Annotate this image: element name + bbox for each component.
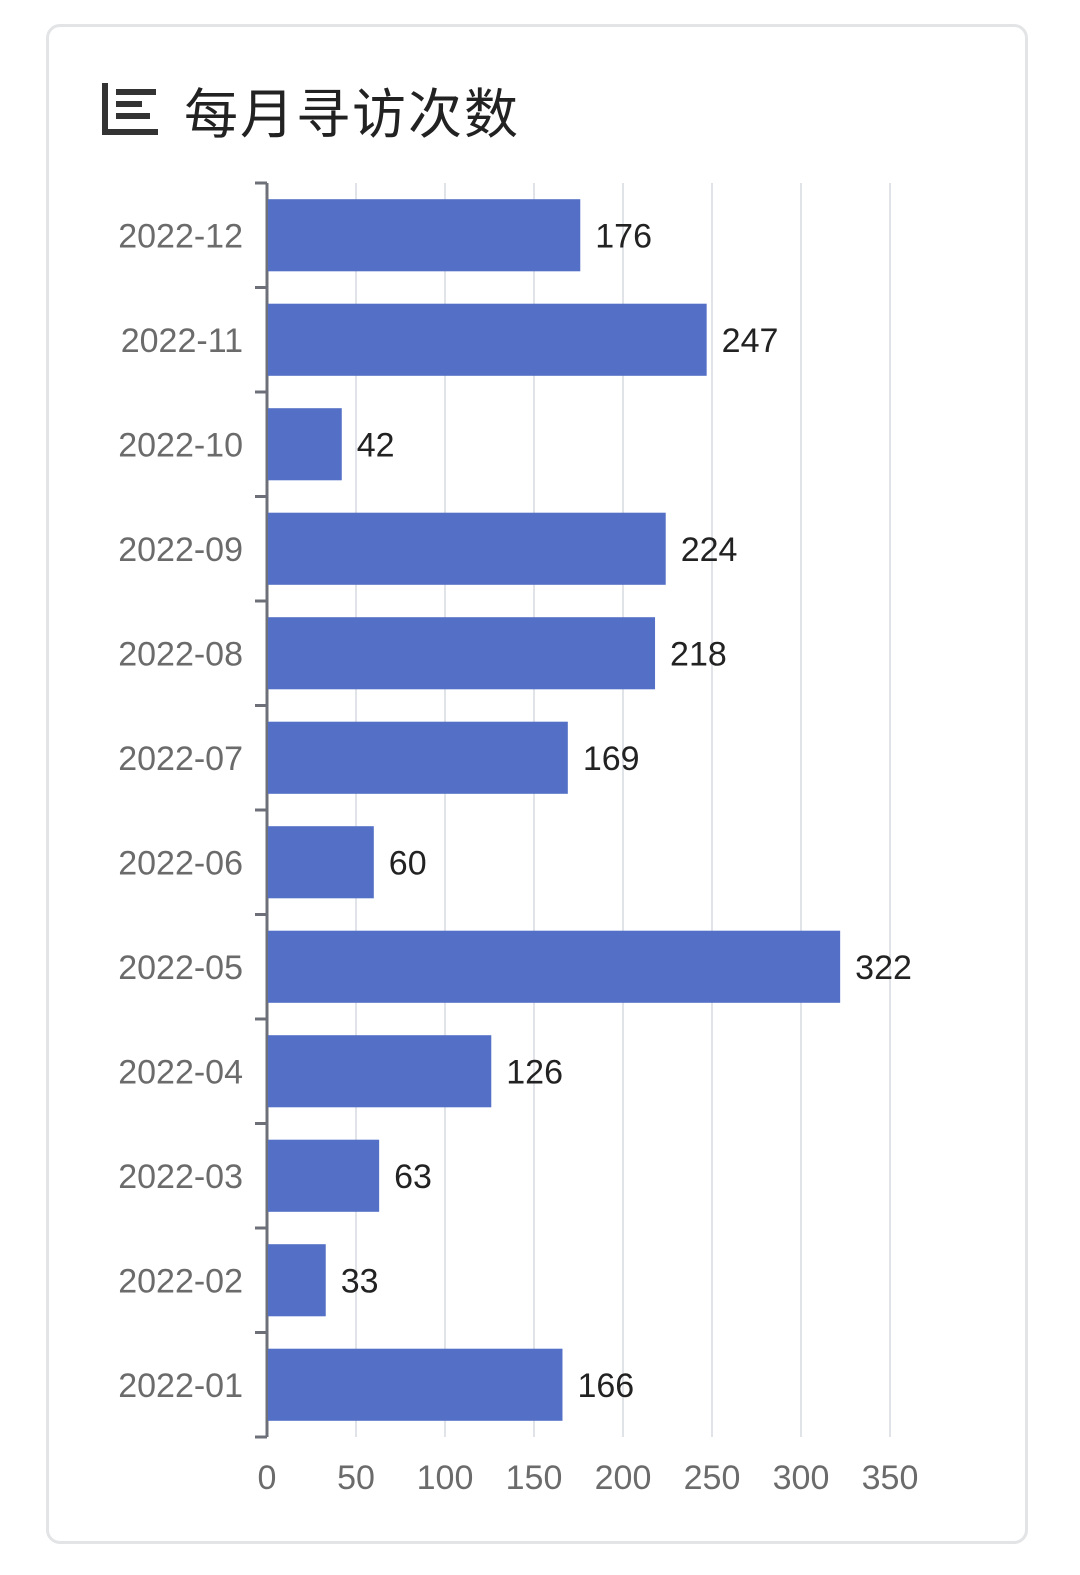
chart-header: 每月寻访次数: [100, 74, 520, 146]
x-tick-label: 50: [337, 1459, 375, 1497]
y-tick-label: 2022-02: [118, 1262, 243, 1300]
bar: [268, 826, 374, 899]
data-label: 60: [389, 844, 427, 882]
bar: [268, 1139, 380, 1212]
x-tick-label: 350: [862, 1459, 919, 1497]
y-tick-label: 2022-06: [118, 844, 243, 882]
bar: [268, 617, 656, 690]
y-tick-label: 2022-05: [118, 949, 243, 987]
data-label: 169: [583, 740, 640, 778]
bar: [268, 1244, 326, 1317]
y-tick-label: 2022-11: [121, 322, 243, 360]
data-label: 33: [341, 1262, 379, 1300]
bar: [268, 303, 707, 376]
x-tick-label: 300: [773, 1459, 830, 1497]
y-tick-label: 2022-09: [118, 531, 243, 569]
data-label: 176: [595, 217, 652, 255]
y-tick-label: 2022-07: [118, 740, 243, 778]
y-tick-label: 2022-08: [118, 635, 243, 673]
x-tick-label: 200: [595, 1459, 652, 1497]
data-label: 42: [357, 426, 395, 464]
bar: [268, 930, 841, 1003]
bar: [268, 408, 342, 481]
x-tick-label: 100: [417, 1459, 474, 1497]
bar: [268, 1035, 492, 1108]
data-label: 322: [855, 949, 912, 987]
bar: [268, 721, 568, 794]
x-tick-label: 250: [684, 1459, 741, 1497]
data-label: 218: [670, 635, 727, 673]
y-tick-label: 2022-03: [118, 1158, 243, 1196]
y-tick-label: 2022-04: [118, 1053, 243, 1091]
data-label: 63: [394, 1158, 432, 1196]
x-tick-label: 0: [258, 1459, 277, 1497]
data-label: 224: [681, 531, 738, 569]
y-tick-label: 2022-01: [118, 1367, 243, 1405]
chart-title: 每月寻访次数: [184, 82, 520, 146]
bar: [268, 199, 581, 272]
bar: [268, 512, 666, 585]
data-label: 126: [506, 1053, 563, 1091]
x-tick-label: 150: [506, 1459, 563, 1497]
y-tick-label: 2022-10: [118, 426, 243, 464]
bar: [268, 1348, 563, 1421]
data-label: 247: [722, 322, 779, 360]
y-tick-label: 2022-12: [118, 217, 243, 255]
bar-list-icon: [102, 83, 158, 135]
data-label: 166: [577, 1367, 634, 1405]
